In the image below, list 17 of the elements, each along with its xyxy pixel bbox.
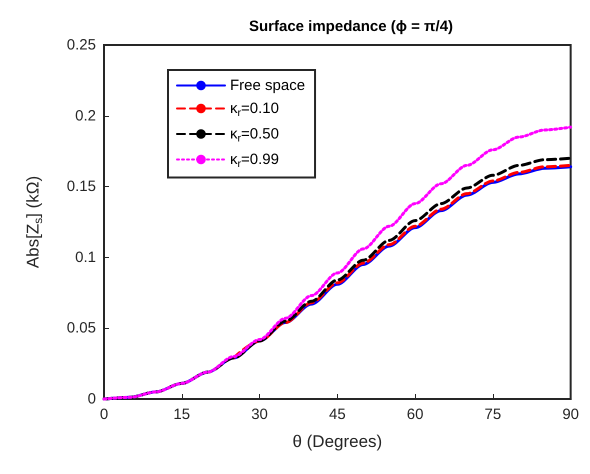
y-tick-label: 0 [88, 390, 96, 408]
x-tick-label: 75 [484, 406, 502, 423]
y-tick-label: 0.15 [66, 178, 96, 196]
y-axis-title: Abs[Zs] (kΩ) [23, 176, 45, 268]
x-tick-label: 0 [100, 406, 108, 423]
legend-label: Free space [230, 77, 306, 94]
x-tick-label: 90 [562, 406, 579, 423]
y-tick-label: 0.1 [75, 248, 96, 266]
x-axis-title: θ (Degrees) [292, 432, 382, 451]
x-tick-label: 45 [328, 406, 346, 423]
x-tick-label: 60 [406, 406, 424, 423]
chart-title: Surface impedance (ϕ = π/4) [248, 18, 454, 35]
x-tick-label: 30 [251, 406, 268, 423]
y-tick-label: 0.2 [75, 107, 96, 124]
y-tick-label: 0.25 [66, 36, 96, 54]
y-tick-label: 0.05 [66, 320, 96, 337]
x-tick-label: 15 [173, 406, 190, 423]
